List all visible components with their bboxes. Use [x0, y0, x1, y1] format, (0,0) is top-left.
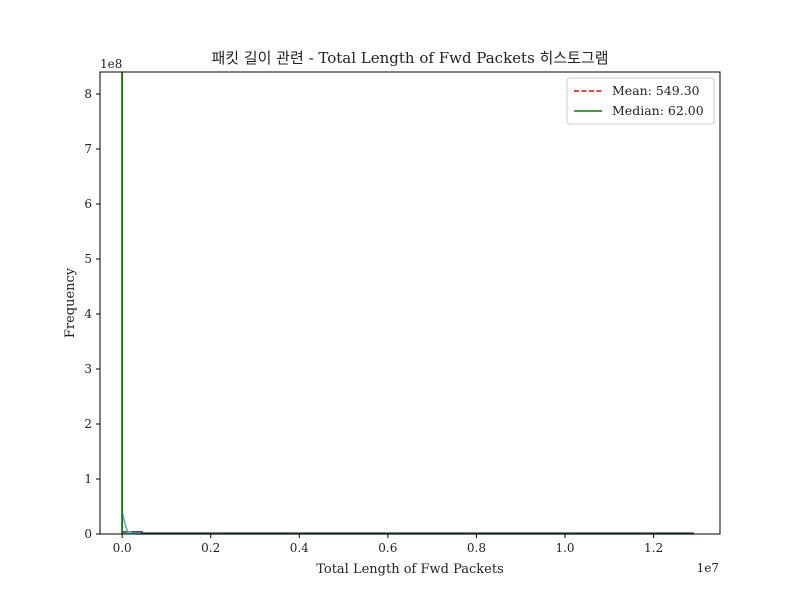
x-tick-label: 0.8: [467, 541, 486, 555]
y-tick-label: 8: [84, 87, 92, 101]
y-tick-label: 5: [84, 252, 92, 266]
y-tick-label: 0: [84, 527, 92, 541]
x-tick-label: 0.6: [378, 541, 397, 555]
x-tick-label: 0.0: [113, 541, 132, 555]
plot-area-frame: [99, 71, 721, 535]
y-tick-label: 2: [84, 417, 92, 431]
y-axis-ticks: 0 1 2 3 4 5 6 7 8: [84, 87, 100, 541]
x-axis-ticks: 0.0 0.2 0.4 0.6 0.8 1.0 1.2: [113, 534, 663, 555]
x-tick-label: 0.2: [201, 541, 220, 555]
x-offset-label: 1e7: [697, 561, 719, 575]
legend: Mean: 549.30 Median: 62.00: [566, 77, 715, 125]
y-tick-label: 6: [84, 197, 92, 211]
y-tick-label: 1: [84, 472, 92, 486]
y-tick-label: 3: [84, 362, 92, 376]
legend-mean-label: Mean: 549.30: [612, 83, 700, 98]
y-axis-label: Frequency: [63, 267, 78, 338]
legend-box: [566, 77, 715, 125]
x-tick-label: 1.2: [644, 541, 663, 555]
x-tick-label: 1.0: [555, 541, 574, 555]
y-tick-label: 4: [84, 307, 92, 321]
y-offset-label: 1e8: [100, 57, 122, 71]
x-tick-label: 0.4: [290, 541, 309, 555]
legend-median-label: Median: 62.00: [612, 103, 704, 118]
chart-title: 패킷 길이 관련 - Total Length of Fwd Packets 히…: [211, 49, 608, 67]
y-tick-label: 7: [84, 142, 92, 156]
x-axis-label: Total Length of Fwd Packets: [316, 562, 504, 577]
